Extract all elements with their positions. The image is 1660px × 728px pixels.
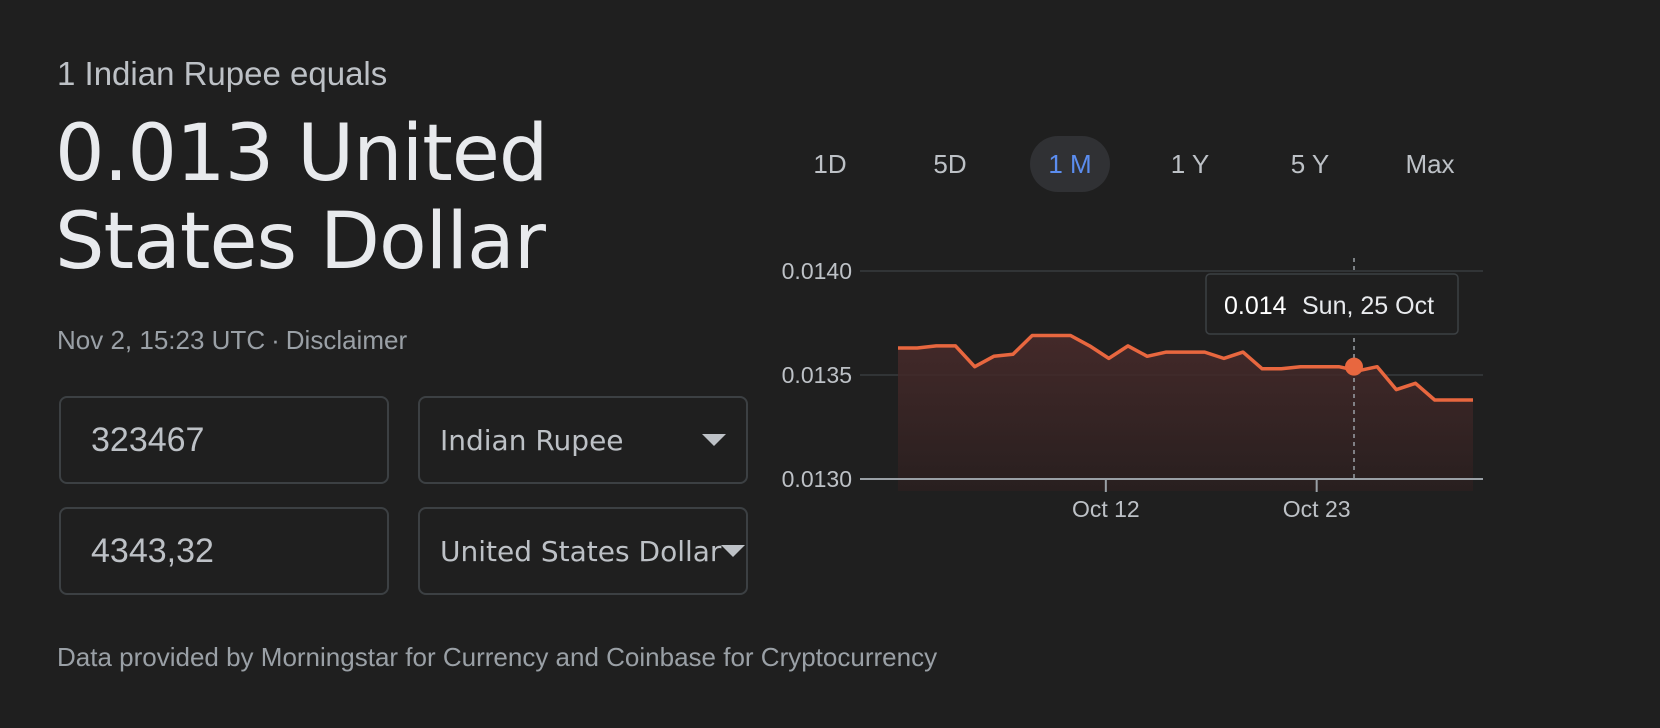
disclaimer-link[interactable]: Disclaimer xyxy=(285,325,408,355)
conversion-subtitle: 1 Indian Rupee equals xyxy=(57,55,388,92)
timestamp: Nov 2, 15:23 UTC xyxy=(57,325,266,355)
tab-max[interactable]: Max xyxy=(1390,136,1470,192)
y-tick-label: 0.0130 xyxy=(782,466,852,492)
hover-dot xyxy=(1345,357,1363,376)
to-amount-value: 4343,32 xyxy=(91,531,214,570)
tab-label: 1D xyxy=(813,148,847,179)
x-axis: Oct 12 Oct 23 xyxy=(860,478,1483,522)
x-tick-label: Oct 12 xyxy=(1072,496,1140,522)
tab-label: 1 M xyxy=(1048,148,1092,179)
y-tick-label: 0.0140 xyxy=(782,258,852,284)
tab-1d[interactable]: 1D xyxy=(790,136,870,192)
tab-1y[interactable]: 1 Y xyxy=(1150,136,1230,192)
from-currency-select[interactable]: Indian Rupee xyxy=(418,396,748,484)
x-tick-label: Oct 23 xyxy=(1283,496,1351,522)
exchange-rate-chart[interactable]: 0.0140 0.0135 0.0130 Oct 12 Oct 23 0.014 Sun… xyxy=(780,240,1500,540)
tab-1m[interactable]: 1 M xyxy=(1030,136,1110,192)
tab-label: 5 Y xyxy=(1290,148,1330,179)
to-amount-input[interactable]: 4343,32 xyxy=(59,507,389,595)
chevron-down-icon xyxy=(702,434,726,446)
tab-label: 5D xyxy=(933,148,967,179)
area-fill xyxy=(898,335,1473,491)
from-currency-label: Indian Rupee xyxy=(440,423,624,457)
y-tick-label: 0.0135 xyxy=(782,362,852,388)
chart-area xyxy=(897,333,1474,491)
tab-label: 1 Y xyxy=(1170,148,1210,179)
series-line xyxy=(898,333,1473,402)
from-amount-value: 323467 xyxy=(91,420,205,459)
tab-5d[interactable]: 5D xyxy=(910,136,990,192)
separator: · xyxy=(271,325,280,355)
conversion-rate: 0.013 United States Dollar xyxy=(55,110,575,286)
from-amount-input[interactable]: 323467 xyxy=(59,396,389,484)
chart-tooltip: 0.014 Sun, 25 Oct xyxy=(1205,273,1459,335)
y-axis-labels: 0.0140 0.0135 0.0130 xyxy=(782,258,852,492)
tab-label: Max xyxy=(1405,148,1455,179)
to-currency-select[interactable]: United States Dollar xyxy=(418,507,748,595)
tooltip-box xyxy=(1205,273,1459,335)
rate-meta: Nov 2, 15:23 UTC · Disclaimer xyxy=(57,325,407,356)
rate-line-2: States Dollar xyxy=(55,197,546,287)
hover-indicator xyxy=(1345,258,1363,479)
data-attribution: Data provided by Morningstar for Currenc… xyxy=(57,642,938,672)
tab-5y[interactable]: 5 Y xyxy=(1270,136,1350,192)
to-currency-label: United States Dollar xyxy=(440,534,722,568)
tooltip-date: Sun, 25 Oct xyxy=(1302,292,1434,320)
tooltip-value: 0.014 xyxy=(1224,292,1287,320)
range-tabs: 1D 5D 1 M 1 Y 5 Y Max xyxy=(790,136,1510,192)
rate-line-1: 0.013 United xyxy=(55,109,548,199)
chevron-down-icon xyxy=(721,545,746,557)
